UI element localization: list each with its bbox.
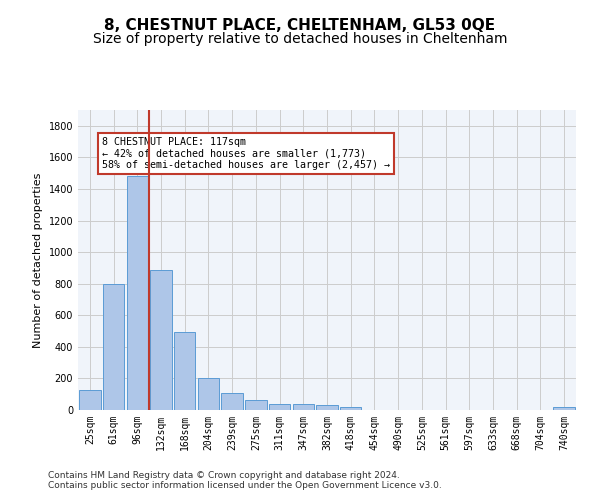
Bar xyxy=(553,407,575,410)
Bar xyxy=(316,406,338,410)
Bar xyxy=(340,406,361,410)
Y-axis label: Number of detached properties: Number of detached properties xyxy=(33,172,43,348)
Bar xyxy=(151,270,172,410)
Bar xyxy=(293,404,314,410)
Bar xyxy=(174,332,196,410)
Bar xyxy=(103,284,124,410)
Bar xyxy=(269,404,290,410)
Text: Size of property relative to detached houses in Cheltenham: Size of property relative to detached ho… xyxy=(93,32,507,46)
Bar xyxy=(198,378,219,410)
Text: Contains HM Land Registry data © Crown copyright and database right 2024.
Contai: Contains HM Land Registry data © Crown c… xyxy=(48,470,442,490)
Text: 8 CHESTNUT PLACE: 117sqm
← 42% of detached houses are smaller (1,773)
58% of sem: 8 CHESTNUT PLACE: 117sqm ← 42% of detach… xyxy=(102,137,390,170)
Bar xyxy=(221,394,243,410)
Bar xyxy=(127,176,148,410)
Bar xyxy=(245,400,266,410)
Bar xyxy=(79,390,101,410)
Text: 8, CHESTNUT PLACE, CHELTENHAM, GL53 0QE: 8, CHESTNUT PLACE, CHELTENHAM, GL53 0QE xyxy=(104,18,496,32)
